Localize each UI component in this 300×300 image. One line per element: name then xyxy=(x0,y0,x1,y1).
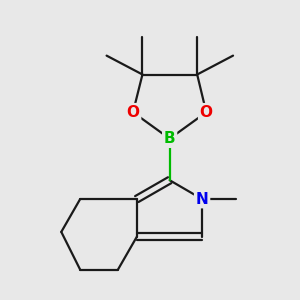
Text: O: O xyxy=(200,105,213,120)
Text: N: N xyxy=(196,192,208,207)
Text: O: O xyxy=(127,105,140,120)
Text: B: B xyxy=(164,131,176,146)
